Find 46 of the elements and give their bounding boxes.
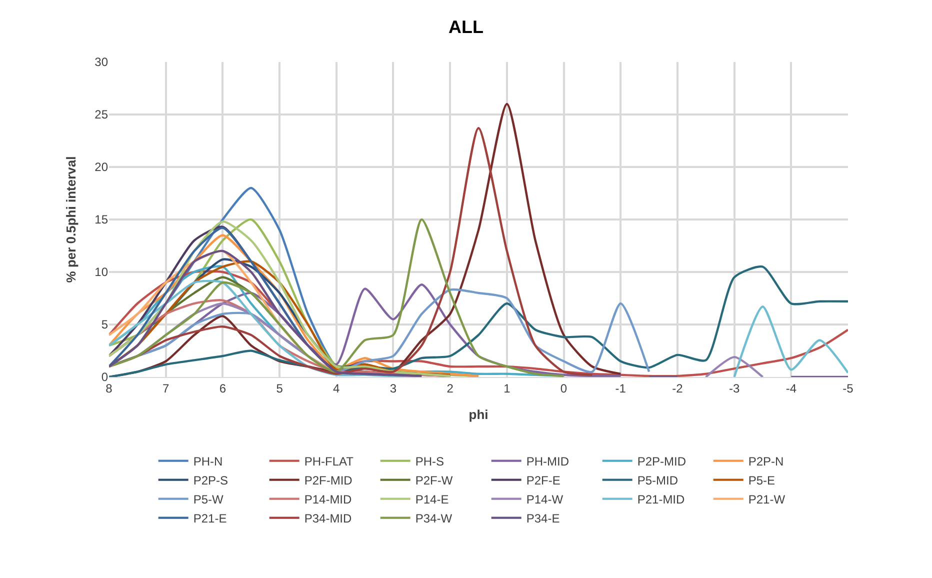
- x-axis-title: phi: [468, 407, 488, 422]
- x-tick-label: 4: [333, 381, 340, 396]
- x-tick-label: 6: [219, 381, 226, 396]
- legend-label: P5-MID: [637, 473, 678, 488]
- legend-label: P2F-E: [526, 473, 560, 488]
- y-tick-label: 20: [94, 160, 108, 174]
- legend-label: P34-MID: [304, 511, 352, 526]
- y-tick-label: 0: [101, 370, 108, 384]
- legend-label: PH-N: [193, 454, 223, 468]
- y-tick-label: 10: [94, 265, 108, 280]
- legend-label: P21-MID: [637, 492, 686, 506]
- y-tick-label: 5: [101, 318, 108, 332]
- y-tick-label: 25: [94, 108, 108, 122]
- y-axis-title: % per 0.5phi interval: [64, 156, 79, 283]
- chart-title: ALL: [448, 16, 484, 37]
- legend-label: P21-W: [748, 492, 786, 506]
- legend-label: P14-MID: [304, 492, 352, 506]
- legend-label: P34-E: [526, 511, 560, 526]
- x-tick-label: -2: [672, 381, 684, 396]
- legend-label: P21-E: [193, 511, 227, 526]
- x-tick-label: 7: [162, 381, 170, 396]
- x-tick-label: 5: [276, 381, 284, 396]
- legend-label: P5-E: [748, 473, 776, 488]
- x-tick-label: 1: [504, 381, 511, 396]
- legend-label: P2P-MID: [637, 454, 686, 468]
- y-tick-label: 15: [94, 212, 108, 227]
- x-tick-label: 8: [106, 381, 113, 396]
- legend-label: P14-W: [526, 492, 564, 506]
- x-tick-label: -3: [728, 381, 740, 396]
- legend-label: PH-S: [415, 454, 444, 468]
- x-tick-label: -5: [842, 381, 854, 396]
- legend-label: P14-E: [415, 492, 449, 506]
- y-tick-label: 30: [94, 55, 108, 70]
- x-tick-label: -1: [615, 381, 626, 396]
- legend-label: PH-MID: [526, 454, 570, 468]
- x-tick-label: 3: [390, 381, 397, 396]
- legend-label: PH-FLAT: [304, 454, 354, 468]
- x-tick-label: 2: [446, 381, 454, 396]
- legend-label: P34-W: [415, 511, 453, 526]
- legend-label: P2F-MID: [304, 473, 353, 488]
- x-tick-label: 0: [560, 381, 568, 396]
- legend-label: P5-W: [193, 492, 224, 506]
- legend-label: P2P-N: [748, 454, 784, 468]
- legend-label: P2F-W: [415, 473, 454, 488]
- x-tick-label: -4: [786, 381, 797, 396]
- legend-label: P2P-S: [193, 473, 228, 488]
